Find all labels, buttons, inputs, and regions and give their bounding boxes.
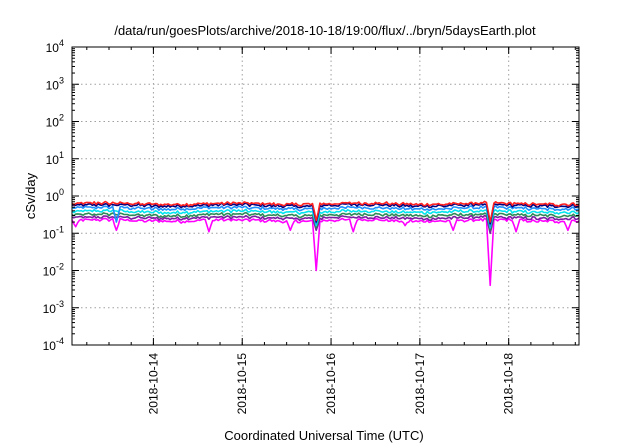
series-line-7 — [71, 200, 580, 223]
y-tick-label: 10-4 — [43, 336, 64, 353]
x-tick-label: 2018-10-18 — [502, 353, 516, 415]
x-tick-label: 2018-10-16 — [324, 353, 338, 415]
x-axis-label: Coordinated Universal Time (UTC) — [224, 428, 423, 443]
y-tick-label: 100 — [46, 187, 64, 204]
series-line-4 — [71, 208, 580, 229]
x-tick-label: 2018-10-14 — [146, 353, 160, 415]
y-tick-label: 104 — [46, 38, 64, 55]
series-line-3 — [71, 211, 580, 232]
series-line-5 — [71, 205, 580, 228]
y-tick-label: 10-1 — [43, 224, 64, 241]
series-line-1 — [71, 217, 580, 287]
y-tick-label: 103 — [46, 75, 64, 92]
series-group — [71, 200, 580, 287]
plot-frame — [71, 46, 580, 346]
chart-title: /data/run/goesPlots/archive/2018-10-18/1… — [114, 23, 536, 38]
series-line-2 — [71, 214, 580, 235]
y-tick-label: 10-2 — [43, 262, 64, 279]
series-line-6 — [71, 202, 580, 225]
y-tick-label: 102 — [46, 113, 64, 130]
grid — [72, 47, 579, 345]
x-tick-label: 2018-10-17 — [413, 353, 427, 415]
y-tick-label: 101 — [46, 150, 64, 167]
ticks: 10-4 10-3 10-2 10-1 100 101 102 103 104 2018-10-1… — [43, 38, 579, 414]
y-axis-label: cSv/day — [23, 172, 38, 219]
x-tick-label: 2018-10-15 — [235, 353, 249, 415]
y-tick-label: 10-3 — [43, 299, 64, 316]
